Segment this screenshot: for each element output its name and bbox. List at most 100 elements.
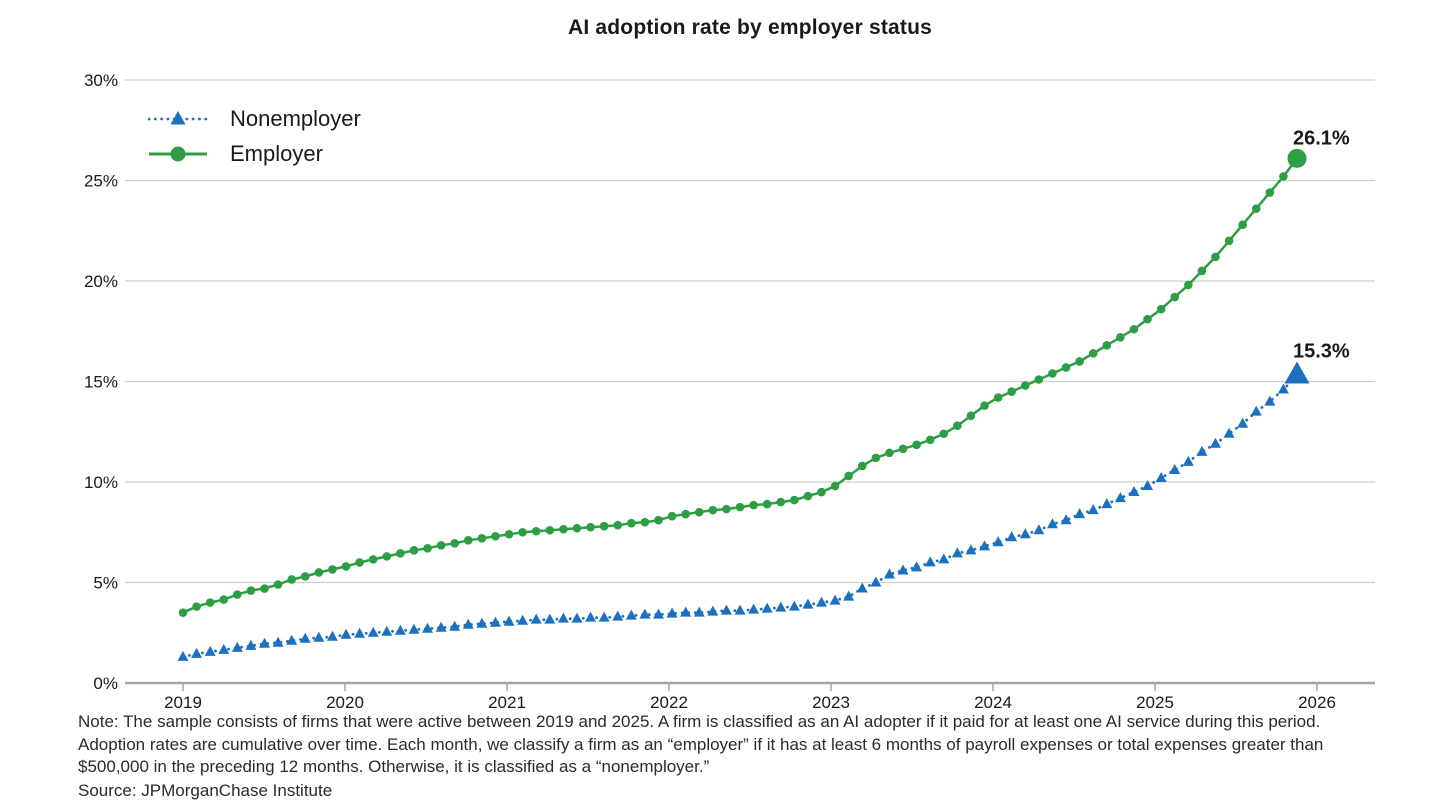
employer-marker <box>1238 220 1247 230</box>
employer-marker <box>912 440 921 450</box>
employer-marker <box>681 509 690 519</box>
employer-marker <box>273 580 283 589</box>
employer-marker <box>409 546 419 555</box>
nonemployer-marker <box>883 568 895 579</box>
nonemployer-marker <box>245 639 257 650</box>
nonemployer-line-icon <box>148 111 208 125</box>
nonemployer-marker <box>340 628 352 639</box>
employer-marker <box>178 608 188 617</box>
employer-marker <box>382 552 392 561</box>
employer-marker <box>871 453 881 463</box>
nonemployer-marker <box>503 615 515 626</box>
employer-marker <box>708 505 718 515</box>
nonemployer-marker <box>1196 445 1208 456</box>
nonemployer-marker <box>992 536 1004 547</box>
employer-marker <box>640 517 650 527</box>
nonemployer-marker <box>938 553 950 564</box>
employer-marker <box>314 568 324 577</box>
employer-marker <box>1116 332 1125 342</box>
nonemployer-marker <box>544 613 556 624</box>
employer-marker <box>423 544 432 553</box>
employer-marker <box>246 586 256 595</box>
employer-marker <box>803 491 813 501</box>
employer-marker <box>694 507 704 517</box>
employer-marker <box>817 487 826 497</box>
employer-marker <box>300 572 310 581</box>
nonemployer-marker <box>408 623 420 634</box>
employer-marker <box>980 401 989 410</box>
nonemployer-marker <box>652 608 664 619</box>
nonemployer-marker <box>666 607 678 618</box>
y-tick-label: 25% <box>84 172 118 191</box>
employer-marker <box>654 515 663 525</box>
nonemployer-marker <box>313 631 325 642</box>
employer-marker <box>545 525 555 535</box>
employer-marker <box>599 521 609 531</box>
employer-marker <box>953 421 962 431</box>
employer-marker <box>939 429 949 439</box>
nonemployer-marker <box>1114 492 1126 503</box>
nonemployer-marker <box>394 624 406 635</box>
nonemployer-marker <box>775 601 787 612</box>
page-title: AI adoption rate by employer status <box>567 16 933 39</box>
employer-marker <box>667 511 677 521</box>
legend-label-nonemployer: Nonemployer <box>230 106 361 131</box>
employer-marker <box>925 435 935 445</box>
nonemployer-marker <box>1128 486 1140 497</box>
employer-marker <box>844 471 853 481</box>
nonemployer-marker <box>598 611 610 622</box>
nonemployer-marker <box>761 602 773 613</box>
employer-marker <box>885 448 894 458</box>
x-tick-label: 2021 <box>488 693 526 712</box>
nonemployer-marker <box>979 540 991 551</box>
nonemployer-marker <box>204 645 216 656</box>
employer-marker <box>572 523 582 533</box>
nonemployer-marker <box>1209 437 1221 448</box>
nonemployer-marker <box>1033 524 1045 535</box>
employer-marker <box>531 526 541 536</box>
nonemployer-marker <box>1223 427 1235 438</box>
employer-marker <box>762 499 772 509</box>
nonemployer-marker <box>911 561 923 572</box>
nonemployer-marker <box>218 643 230 654</box>
employer-end-label: 26.1% <box>1293 127 1350 149</box>
y-tick-label: 30% <box>84 71 118 90</box>
employer-marker <box>1007 387 1017 396</box>
nonemployer-marker <box>354 627 366 638</box>
x-tick-label: 2019 <box>164 693 202 712</box>
employer-marker <box>1279 172 1288 181</box>
employer-marker <box>559 524 568 534</box>
nonemployer-marker <box>1264 395 1276 406</box>
y-tick-label: 0% <box>93 674 118 693</box>
nonemployer-marker <box>1101 498 1113 509</box>
nonemployer-marker <box>748 603 760 614</box>
employer-marker <box>1184 280 1193 290</box>
nonemployer-marker <box>299 632 311 643</box>
employer-marker <box>749 500 758 510</box>
nonemployer-marker <box>951 547 963 558</box>
nonemployer-marker <box>259 637 271 648</box>
nonemployer-marker <box>856 582 868 593</box>
nonemployer-marker <box>788 600 800 611</box>
nonemployer-marker <box>829 594 841 605</box>
nonemployer-marker <box>585 611 597 622</box>
employer-marker <box>1088 349 1098 358</box>
legend-item-employer: Employer <box>148 141 361 167</box>
employer-marker <box>1075 357 1084 366</box>
nonemployer-marker <box>381 625 393 636</box>
nonemployer-marker <box>612 610 624 621</box>
nonemployer-marker <box>449 620 461 631</box>
employer-marker <box>993 393 1003 402</box>
employer-marker <box>898 444 908 454</box>
employer-marker <box>857 461 867 471</box>
nonemployer-marker <box>639 608 651 619</box>
nonemployer-marker <box>1060 514 1072 525</box>
employer-marker <box>1129 324 1139 334</box>
chart-source: Source: JPMorganChase Institute <box>78 781 333 800</box>
y-tick-label: 5% <box>93 574 118 593</box>
nonemployer-marker <box>326 630 338 641</box>
nonemployer-marker <box>693 606 705 617</box>
nonemployer-end-marker <box>1284 361 1310 384</box>
nonemployer-marker <box>231 641 243 652</box>
employer-marker <box>790 495 799 505</box>
